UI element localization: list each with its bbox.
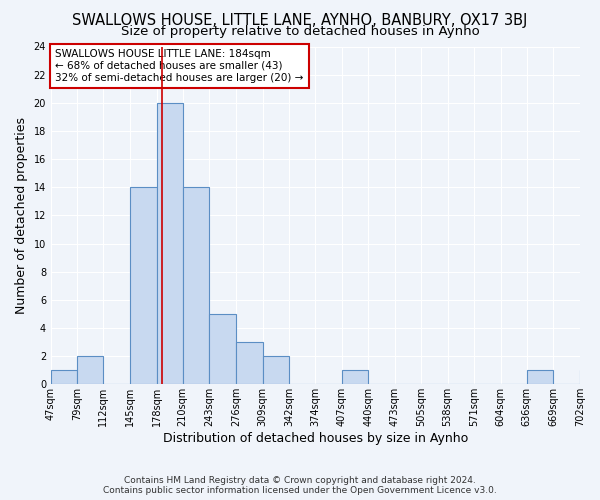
Bar <box>236 342 263 384</box>
Bar <box>77 356 103 384</box>
Bar <box>342 370 368 384</box>
Text: SWALLOWS HOUSE, LITTLE LANE, AYNHO, BANBURY, OX17 3BJ: SWALLOWS HOUSE, LITTLE LANE, AYNHO, BANB… <box>73 12 527 28</box>
Bar <box>209 314 236 384</box>
Text: SWALLOWS HOUSE LITTLE LANE: 184sqm
← 68% of detached houses are smaller (43)
32%: SWALLOWS HOUSE LITTLE LANE: 184sqm ← 68%… <box>55 50 304 82</box>
Y-axis label: Number of detached properties: Number of detached properties <box>15 117 28 314</box>
Text: Size of property relative to detached houses in Aynho: Size of property relative to detached ho… <box>121 25 479 38</box>
Bar <box>182 187 209 384</box>
Bar <box>263 356 289 384</box>
Bar <box>130 187 157 384</box>
Bar <box>527 370 553 384</box>
Bar <box>580 370 600 384</box>
Text: Contains HM Land Registry data © Crown copyright and database right 2024.
Contai: Contains HM Land Registry data © Crown c… <box>103 476 497 495</box>
Bar <box>51 370 77 384</box>
Bar <box>157 103 182 384</box>
X-axis label: Distribution of detached houses by size in Aynho: Distribution of detached houses by size … <box>163 432 468 445</box>
